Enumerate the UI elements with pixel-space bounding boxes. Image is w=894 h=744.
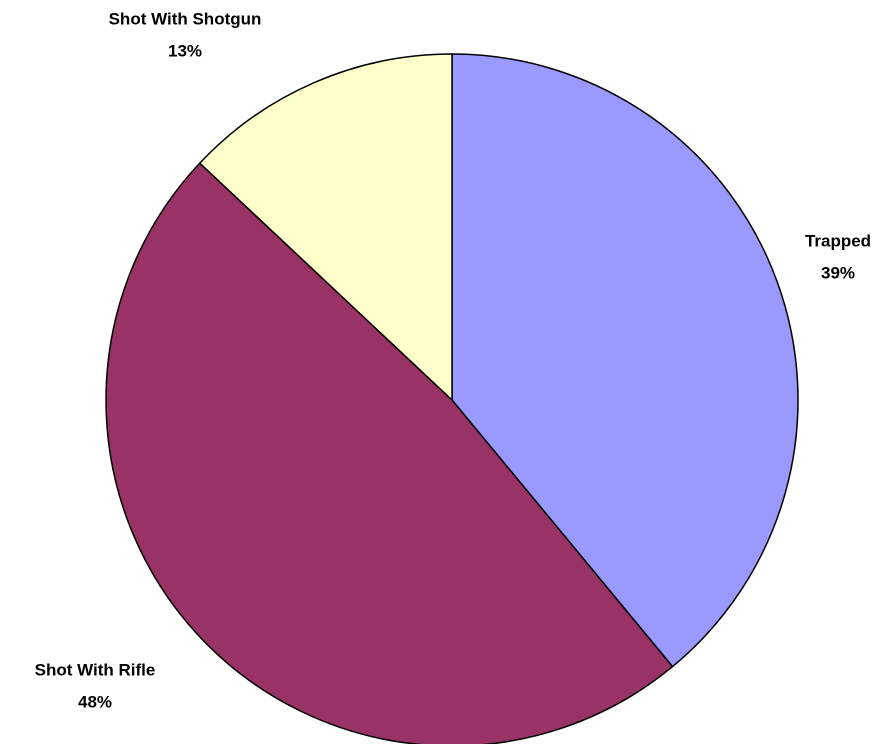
slice-label: Trapped bbox=[805, 231, 871, 250]
slice-value-label: 13% bbox=[168, 41, 202, 60]
pie-slice bbox=[451, 53, 799, 668]
slice-value-label: 48% bbox=[78, 692, 112, 711]
slice-label: Shot With Shotgun bbox=[109, 9, 262, 28]
slice-value-label: 39% bbox=[821, 263, 855, 282]
pie-slice bbox=[105, 162, 674, 744]
pie-slice bbox=[198, 53, 453, 402]
slice-label: Shot With Rifle bbox=[35, 660, 156, 679]
